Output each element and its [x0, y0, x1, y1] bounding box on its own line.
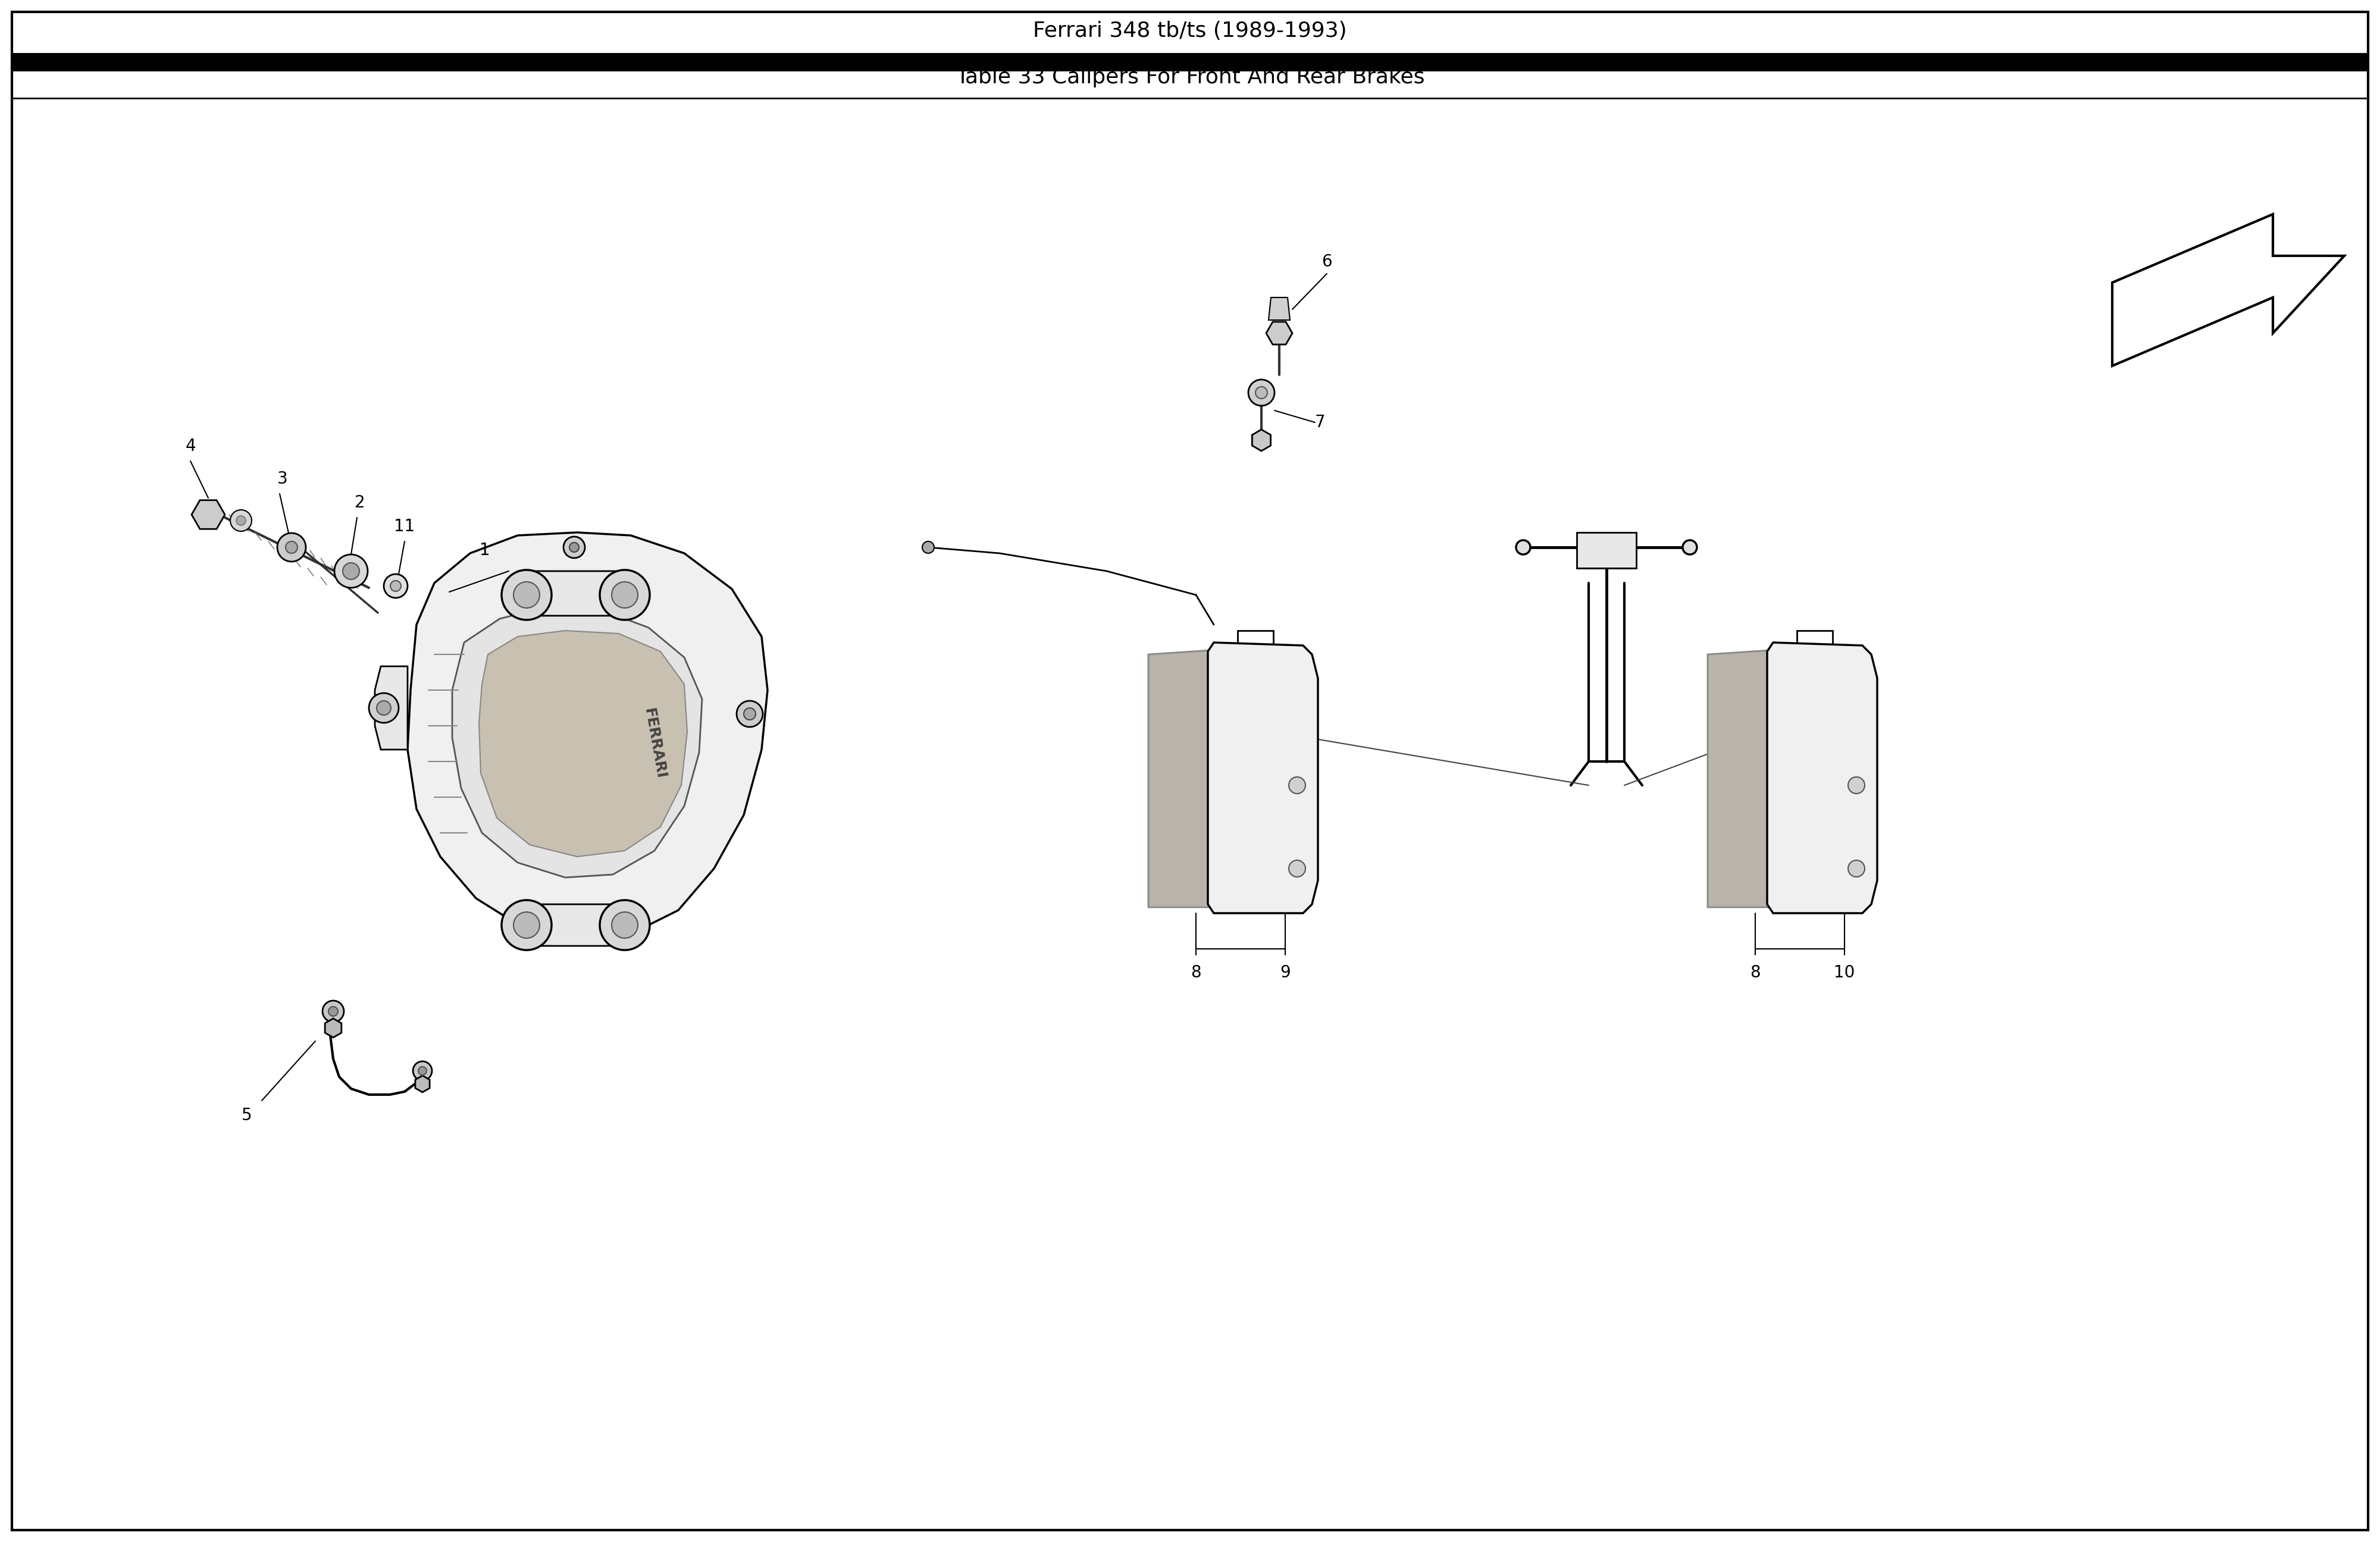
Polygon shape — [1766, 643, 1878, 913]
Text: Ferrari 348 tb/ts (1989-1993): Ferrari 348 tb/ts (1989-1993) — [1033, 22, 1347, 42]
Polygon shape — [452, 608, 702, 877]
Text: 7: 7 — [1314, 415, 1326, 430]
Polygon shape — [505, 904, 643, 945]
Text: 8: 8 — [1749, 964, 1761, 981]
Text: 4: 4 — [186, 438, 195, 455]
Text: 9: 9 — [1280, 964, 1290, 981]
Text: 8: 8 — [1190, 964, 1202, 981]
Circle shape — [1516, 540, 1530, 555]
Text: 2: 2 — [355, 495, 364, 510]
Circle shape — [324, 1001, 343, 1022]
Polygon shape — [1709, 649, 1804, 907]
Polygon shape — [376, 666, 407, 749]
Circle shape — [923, 541, 933, 554]
Circle shape — [612, 911, 638, 938]
Circle shape — [738, 700, 762, 726]
Circle shape — [276, 534, 305, 561]
Circle shape — [1257, 387, 1266, 398]
Text: 10: 10 — [1835, 964, 1854, 981]
Polygon shape — [1209, 643, 1319, 913]
Polygon shape — [1147, 649, 1242, 907]
Bar — [1576, 532, 1637, 567]
Circle shape — [612, 581, 638, 608]
Circle shape — [231, 510, 252, 532]
Text: 5: 5 — [243, 1107, 252, 1124]
Circle shape — [1290, 860, 1304, 877]
Text: FERRARI: FERRARI — [640, 708, 669, 780]
Text: 6: 6 — [1321, 253, 1333, 270]
Polygon shape — [505, 571, 643, 615]
Bar — [12, 54, 2368, 71]
Polygon shape — [1269, 298, 1290, 321]
Circle shape — [564, 537, 585, 558]
Circle shape — [236, 515, 245, 526]
Circle shape — [286, 541, 298, 554]
Circle shape — [502, 571, 552, 620]
Text: Table 33 Calipers For Front And Rear Brakes: Table 33 Calipers For Front And Rear Bra… — [954, 68, 1426, 88]
Circle shape — [743, 708, 757, 720]
Circle shape — [369, 692, 400, 723]
Circle shape — [390, 581, 400, 591]
Polygon shape — [478, 631, 688, 857]
Circle shape — [419, 1067, 426, 1075]
Circle shape — [1847, 860, 1866, 877]
Text: 3: 3 — [278, 470, 288, 487]
Circle shape — [414, 1061, 433, 1081]
Circle shape — [514, 911, 540, 938]
Circle shape — [376, 700, 390, 715]
Circle shape — [383, 574, 407, 598]
Circle shape — [600, 571, 650, 620]
Circle shape — [343, 563, 359, 580]
Circle shape — [1847, 777, 1866, 794]
Text: 1: 1 — [481, 541, 490, 558]
Circle shape — [502, 901, 552, 950]
Circle shape — [1683, 540, 1697, 555]
Circle shape — [1247, 379, 1276, 406]
Circle shape — [1290, 777, 1304, 794]
Circle shape — [600, 901, 650, 950]
Circle shape — [328, 1007, 338, 1016]
Text: 11: 11 — [395, 518, 414, 535]
Circle shape — [569, 543, 578, 552]
Circle shape — [333, 555, 367, 588]
Circle shape — [514, 581, 540, 608]
Polygon shape — [2113, 214, 2344, 365]
Polygon shape — [407, 532, 766, 941]
